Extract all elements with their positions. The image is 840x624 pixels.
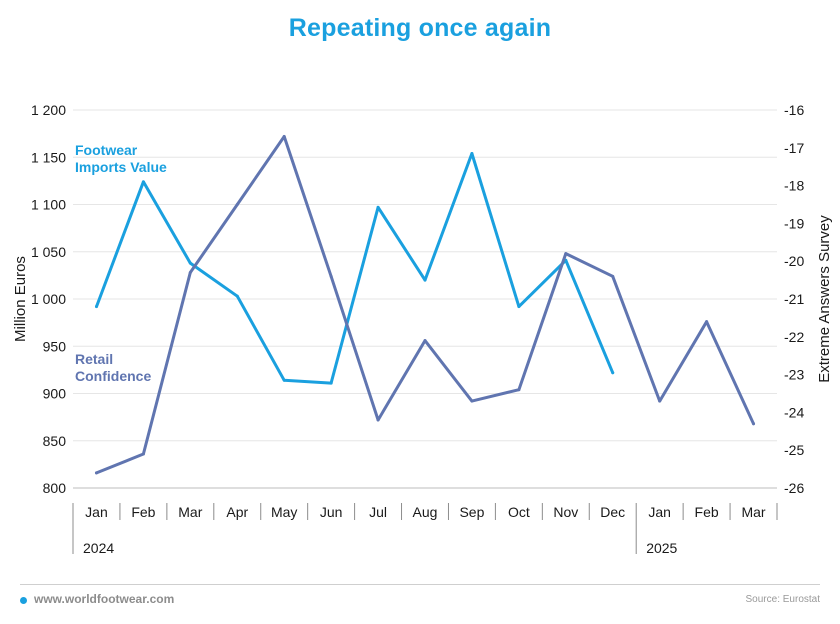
footer-source: Source: Eurostat — [745, 594, 820, 605]
right-tick-label: -19 — [784, 215, 804, 231]
x-tick-label: Jun — [320, 504, 343, 520]
footwear-imports-point — [141, 180, 145, 184]
left-tick-label: 1 150 — [31, 149, 66, 165]
right-tick-label: -24 — [784, 404, 804, 420]
footwear-imports-label: Footwear Imports Value — [75, 142, 167, 175]
left-tick-label: 950 — [43, 338, 67, 354]
footwear-imports-point — [611, 371, 615, 375]
x-tick-label: Dec — [600, 504, 625, 520]
x-tick-label: Mar — [178, 504, 202, 520]
x-tick-label: Feb — [131, 504, 155, 520]
retail-confidence-point — [517, 388, 521, 392]
retail-confidence-point — [564, 252, 568, 256]
left-tick-label: 900 — [43, 386, 67, 402]
footer-website: www.worldfootwear.com — [34, 592, 175, 606]
footwear-imports-point — [470, 151, 474, 155]
year-label: 2025 — [646, 540, 677, 556]
series-label-line: Retail — [75, 351, 113, 367]
retail-confidence-point — [141, 452, 145, 456]
series-label-line: Imports Value — [75, 159, 167, 175]
x-tick-label: Mar — [741, 504, 765, 520]
x-tick-label: Jan — [648, 504, 671, 520]
retail-confidence-point — [470, 399, 474, 403]
year-label: 2024 — [83, 540, 114, 556]
right-tick-label: -22 — [784, 329, 804, 345]
right-tick-label: -26 — [784, 480, 804, 496]
left-tick-label: 800 — [43, 480, 67, 496]
retail-confidence-point — [329, 274, 333, 278]
retail-confidence-label: Retail Confidence — [75, 351, 151, 384]
left-tick-label: 1 200 — [31, 102, 66, 118]
gridlines — [73, 109, 777, 489]
right-tick-label: -17 — [784, 140, 804, 156]
x-tick-label: Aug — [413, 504, 438, 520]
footwear-imports-line — [95, 152, 615, 385]
left-tick-label: 1 050 — [31, 244, 66, 260]
right-tick-label: -25 — [784, 442, 804, 458]
footwear-imports-point — [235, 294, 239, 298]
retail-confidence-point — [94, 471, 98, 475]
series — [94, 134, 756, 475]
line-chart: 800 850 900 950 1 000 1 050 1 100 1 150 1 200 -26… — [12, 102, 833, 556]
retail-confidence-point — [376, 418, 380, 422]
footwear-imports-point — [329, 381, 333, 385]
right-tick-label: -20 — [784, 253, 804, 269]
retail-confidence-line — [95, 135, 755, 475]
footwear-imports-point — [517, 305, 521, 309]
axes: 800 850 900 950 1 000 1 050 1 100 1 150 1 200 -26… — [12, 102, 833, 556]
series-label-line: Footwear — [75, 142, 138, 158]
left-tick-label: 1 100 — [31, 197, 66, 213]
footwear-imports-point — [188, 261, 192, 265]
series-label-line: Confidence — [75, 368, 151, 384]
retail-confidence-point — [235, 203, 239, 206]
right-tick-label: -23 — [784, 367, 804, 383]
x-tick-label: Jan — [85, 504, 108, 520]
retail-confidence-point — [611, 274, 615, 278]
chart-title: Repeating once again — [288, 14, 552, 42]
x-tick-label: Sep — [459, 504, 484, 520]
x-tick-label: May — [271, 504, 297, 520]
retail-confidence-point — [423, 339, 427, 343]
x-tick-label: Feb — [695, 504, 719, 520]
footer-divider — [20, 584, 820, 585]
retail-confidence-point — [705, 320, 709, 324]
retail-confidence-point — [188, 271, 192, 275]
retail-confidence-point — [752, 422, 756, 426]
x-tick-label: Jul — [369, 504, 387, 520]
right-tick-label: -18 — [784, 178, 804, 194]
left-axis-title: Million Euros — [12, 256, 29, 342]
footer-bullet-icon — [20, 597, 27, 604]
x-tick-label: Oct — [508, 504, 530, 520]
footwear-imports-point — [376, 205, 380, 209]
footwear-imports-point — [282, 378, 286, 382]
left-tick-label: 1 000 — [31, 291, 66, 307]
x-tick-label: Nov — [553, 504, 578, 520]
footwear-imports-point — [423, 278, 427, 282]
right-axis-title: Extreme Answers Survey — [816, 215, 833, 383]
retail-confidence-point — [282, 134, 286, 138]
x-tick-label: Apr — [226, 504, 248, 520]
right-tick-label: -16 — [784, 102, 804, 118]
left-tick-label: 850 — [43, 433, 67, 449]
retail-confidence-point — [658, 399, 662, 403]
footwear-imports-point — [94, 305, 98, 309]
right-tick-label: -21 — [784, 291, 804, 307]
series-labels: Footwear Imports Value Retail Confidence — [75, 142, 167, 384]
